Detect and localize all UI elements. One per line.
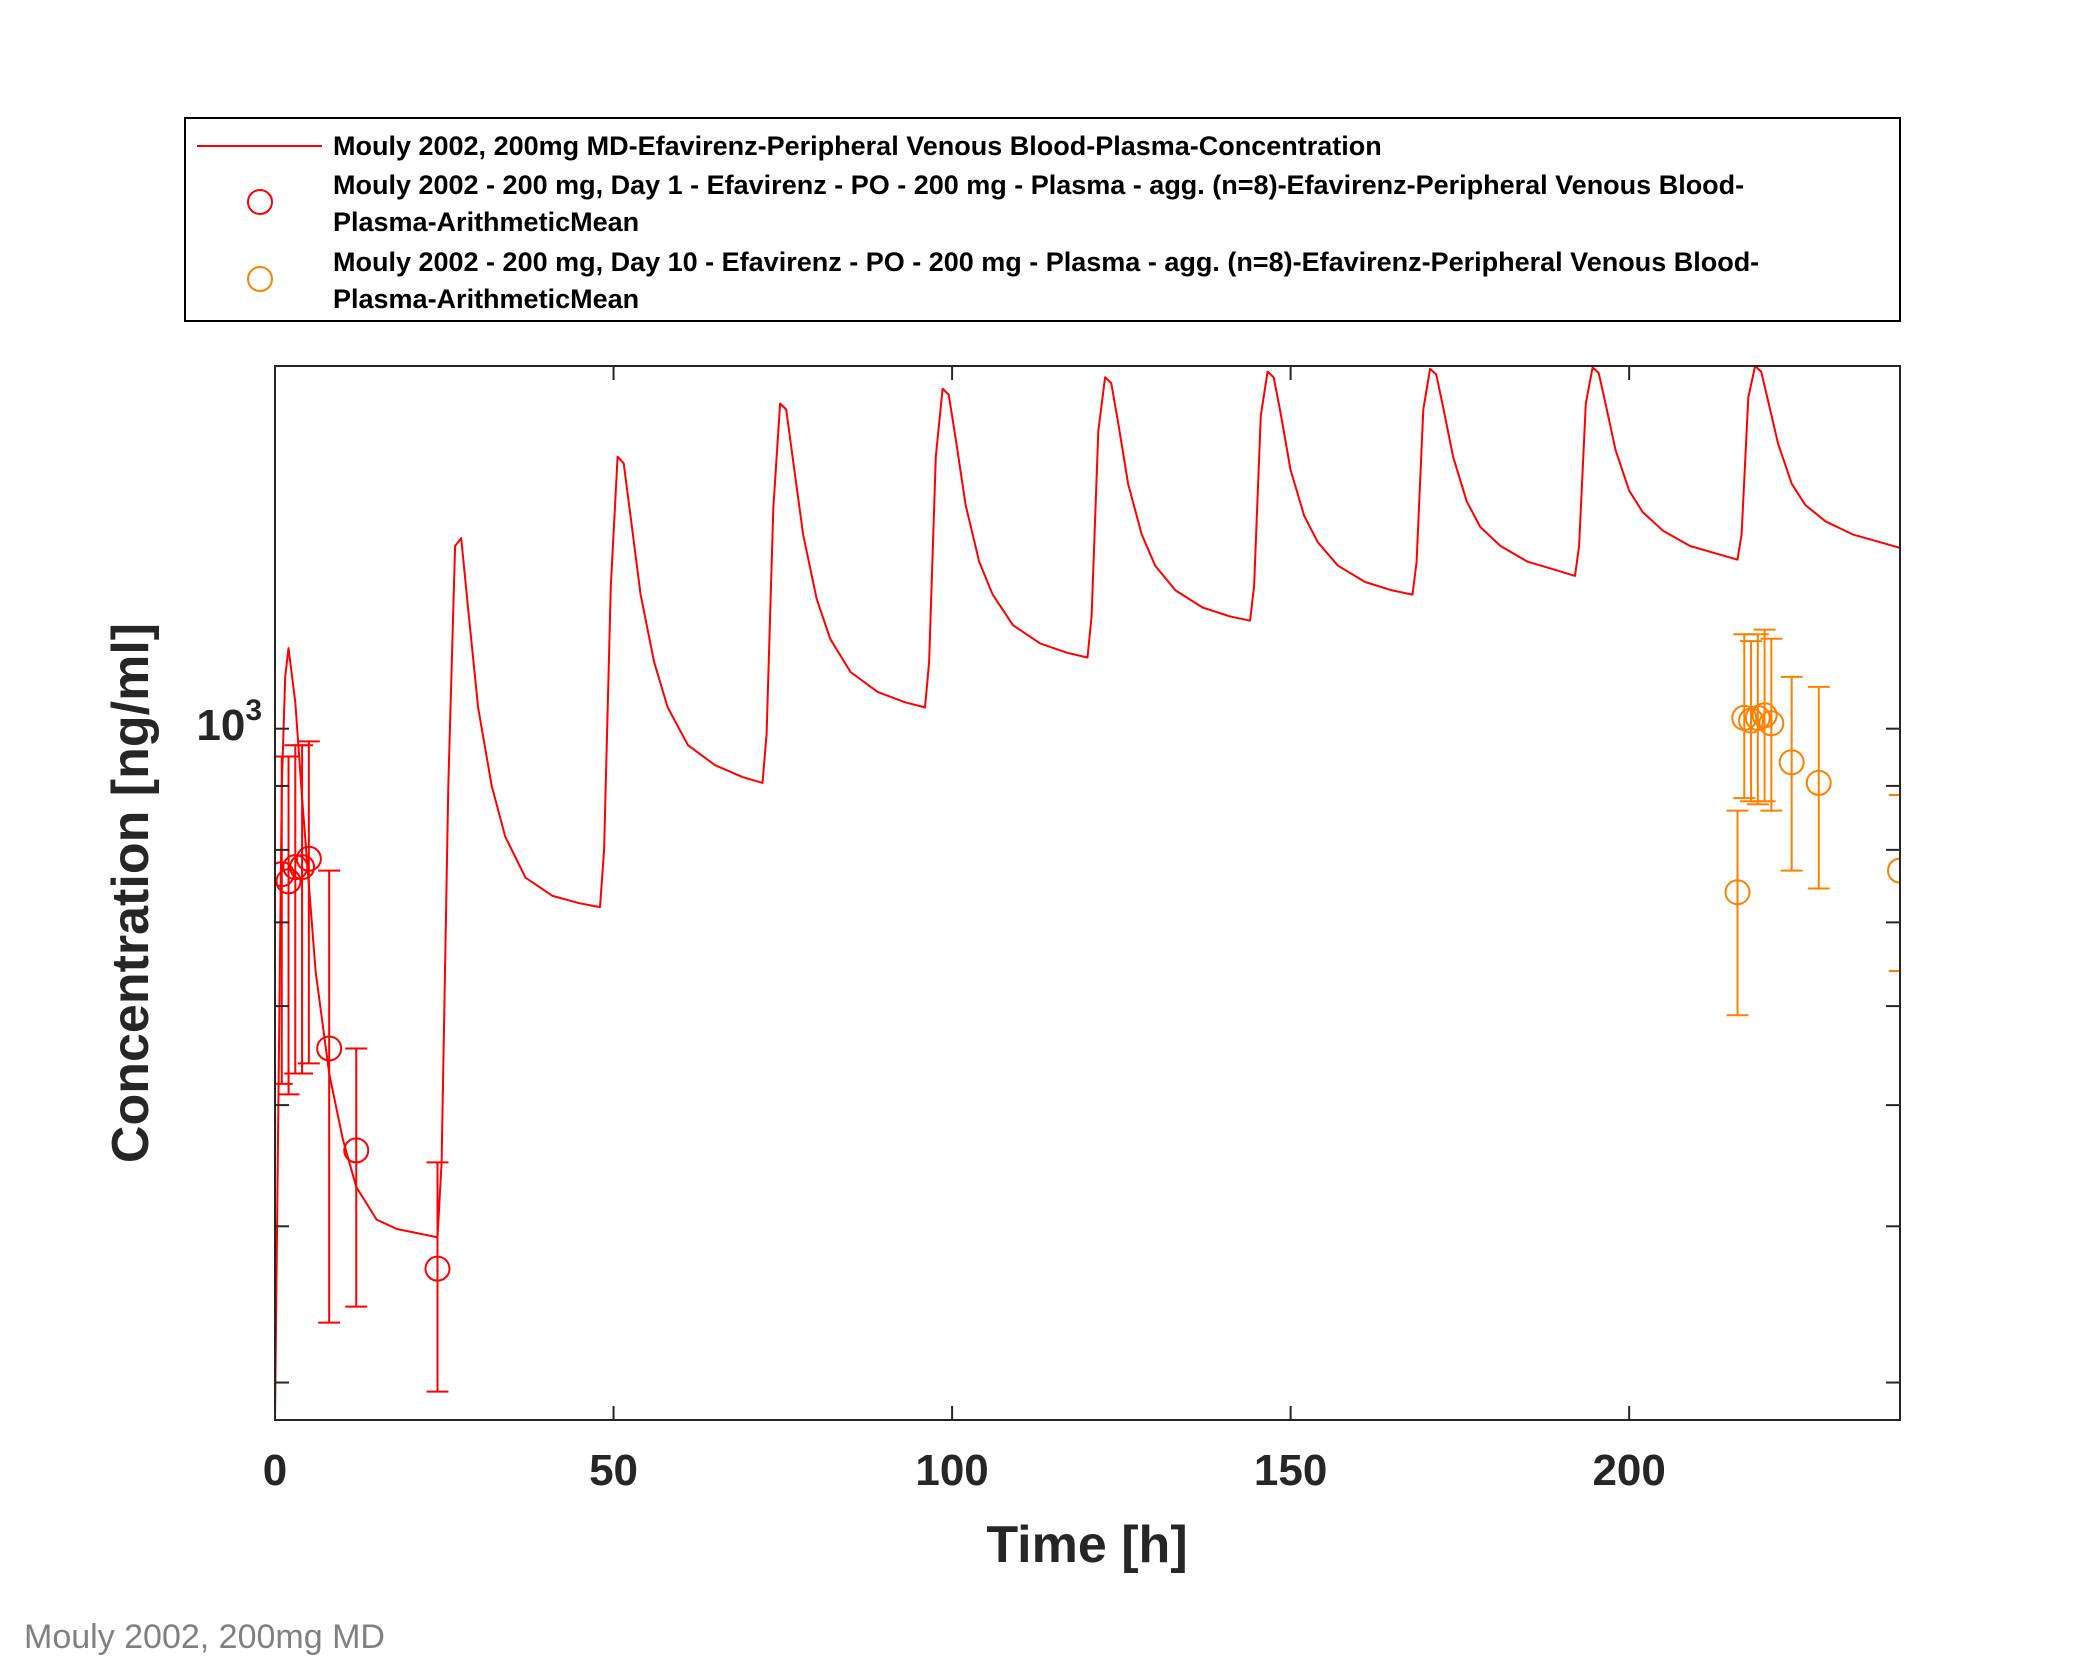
data-point-marker [1778, 749, 1805, 776]
y-axis-title: Concentration [ng/ml] [102, 623, 160, 1163]
x-tick-label: 0 [263, 1446, 287, 1495]
y-tick-exponent: 3 [245, 694, 262, 727]
day10-observation [1778, 675, 1805, 872]
data-point-marker [316, 1035, 343, 1062]
day1-observation [275, 755, 295, 1085]
axis-ticks: 0 50 100 150 200 [263, 366, 1900, 1495]
day10-observation [1751, 628, 1778, 803]
x-tick-label: 150 [1254, 1446, 1327, 1495]
legend: Mouly 2002, 200mg MD-Efavirenz-Periphera… [184, 117, 1901, 322]
day1-observation [316, 869, 343, 1324]
data-point-marker [1724, 879, 1751, 906]
x-tick-label: 200 [1592, 1446, 1665, 1495]
day10-observation [1758, 637, 1785, 812]
day1-observation [295, 740, 322, 1065]
legend-entry-3: Mouly 2002 - 200 mg, Day 10 - Efavirenz … [333, 247, 1767, 314]
y-tick-base: 10 [196, 701, 245, 750]
y-tick-label-1000: 103 [196, 694, 262, 750]
data-point-marker [282, 854, 309, 881]
day10-observation [1805, 685, 1832, 890]
data-point-marker [1805, 769, 1832, 796]
simulation-line [275, 366, 1900, 1420]
legend-entry-3-line1: Mouly 2002 - 200 mg, Day 10 - Efavirenz … [333, 247, 1759, 277]
data-point-marker [424, 1255, 451, 1282]
data-point-marker [289, 854, 316, 881]
data-point-marker [295, 845, 322, 872]
data-point-marker [275, 868, 302, 895]
x-tick-label: 100 [915, 1446, 988, 1495]
data-point-marker [1887, 857, 1900, 884]
legend-entry-2-line2: Plasma-ArithmeticMean [333, 207, 639, 237]
legend-marker-day1 [247, 189, 273, 215]
legend-entry-2-line1: Mouly 2002 - 200 mg, Day 1 - Efavirenz -… [333, 170, 1744, 200]
day10-observation [1744, 633, 1771, 806]
footnote: Mouly 2002, 200mg MD [24, 1618, 385, 1656]
legend-entry-3-line2: Plasma-ArithmeticMean [333, 284, 639, 314]
axes-box [274, 365, 1901, 1421]
day1-observation [424, 1161, 451, 1393]
data-point-marker [1751, 702, 1778, 729]
day1-observation [282, 744, 309, 1075]
legend-box [184, 117, 1901, 322]
x-axis-title: Time [h] [986, 1516, 1187, 1574]
day10-observation [1887, 794, 1900, 973]
data-point-marker [343, 1137, 370, 1164]
legend-entry-1: Mouly 2002, 200mg MD-Efavirenz-Periphera… [333, 131, 1382, 161]
data-point-marker [275, 861, 295, 888]
data-point-marker [1758, 710, 1785, 737]
legend-marker-day10 [247, 266, 273, 292]
legend-entry-2: Mouly 2002 - 200 mg, Day 1 - Efavirenz -… [333, 170, 1752, 237]
plot-area [275, 366, 1900, 1420]
x-tick-label: 50 [589, 1446, 638, 1495]
day10-observation [1724, 809, 1751, 1017]
day1-observation [343, 1047, 370, 1308]
